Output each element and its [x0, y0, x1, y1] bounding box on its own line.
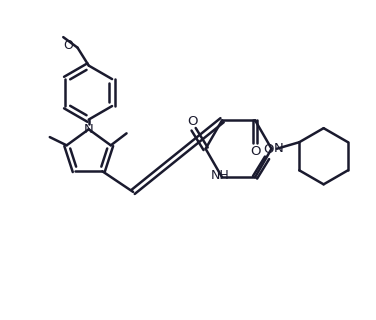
Text: N: N	[84, 123, 94, 136]
Text: N: N	[274, 141, 284, 155]
Text: O: O	[263, 143, 274, 156]
Text: O: O	[250, 145, 260, 158]
Text: O: O	[63, 39, 73, 52]
Text: O: O	[187, 115, 197, 128]
Text: NH: NH	[211, 169, 230, 182]
